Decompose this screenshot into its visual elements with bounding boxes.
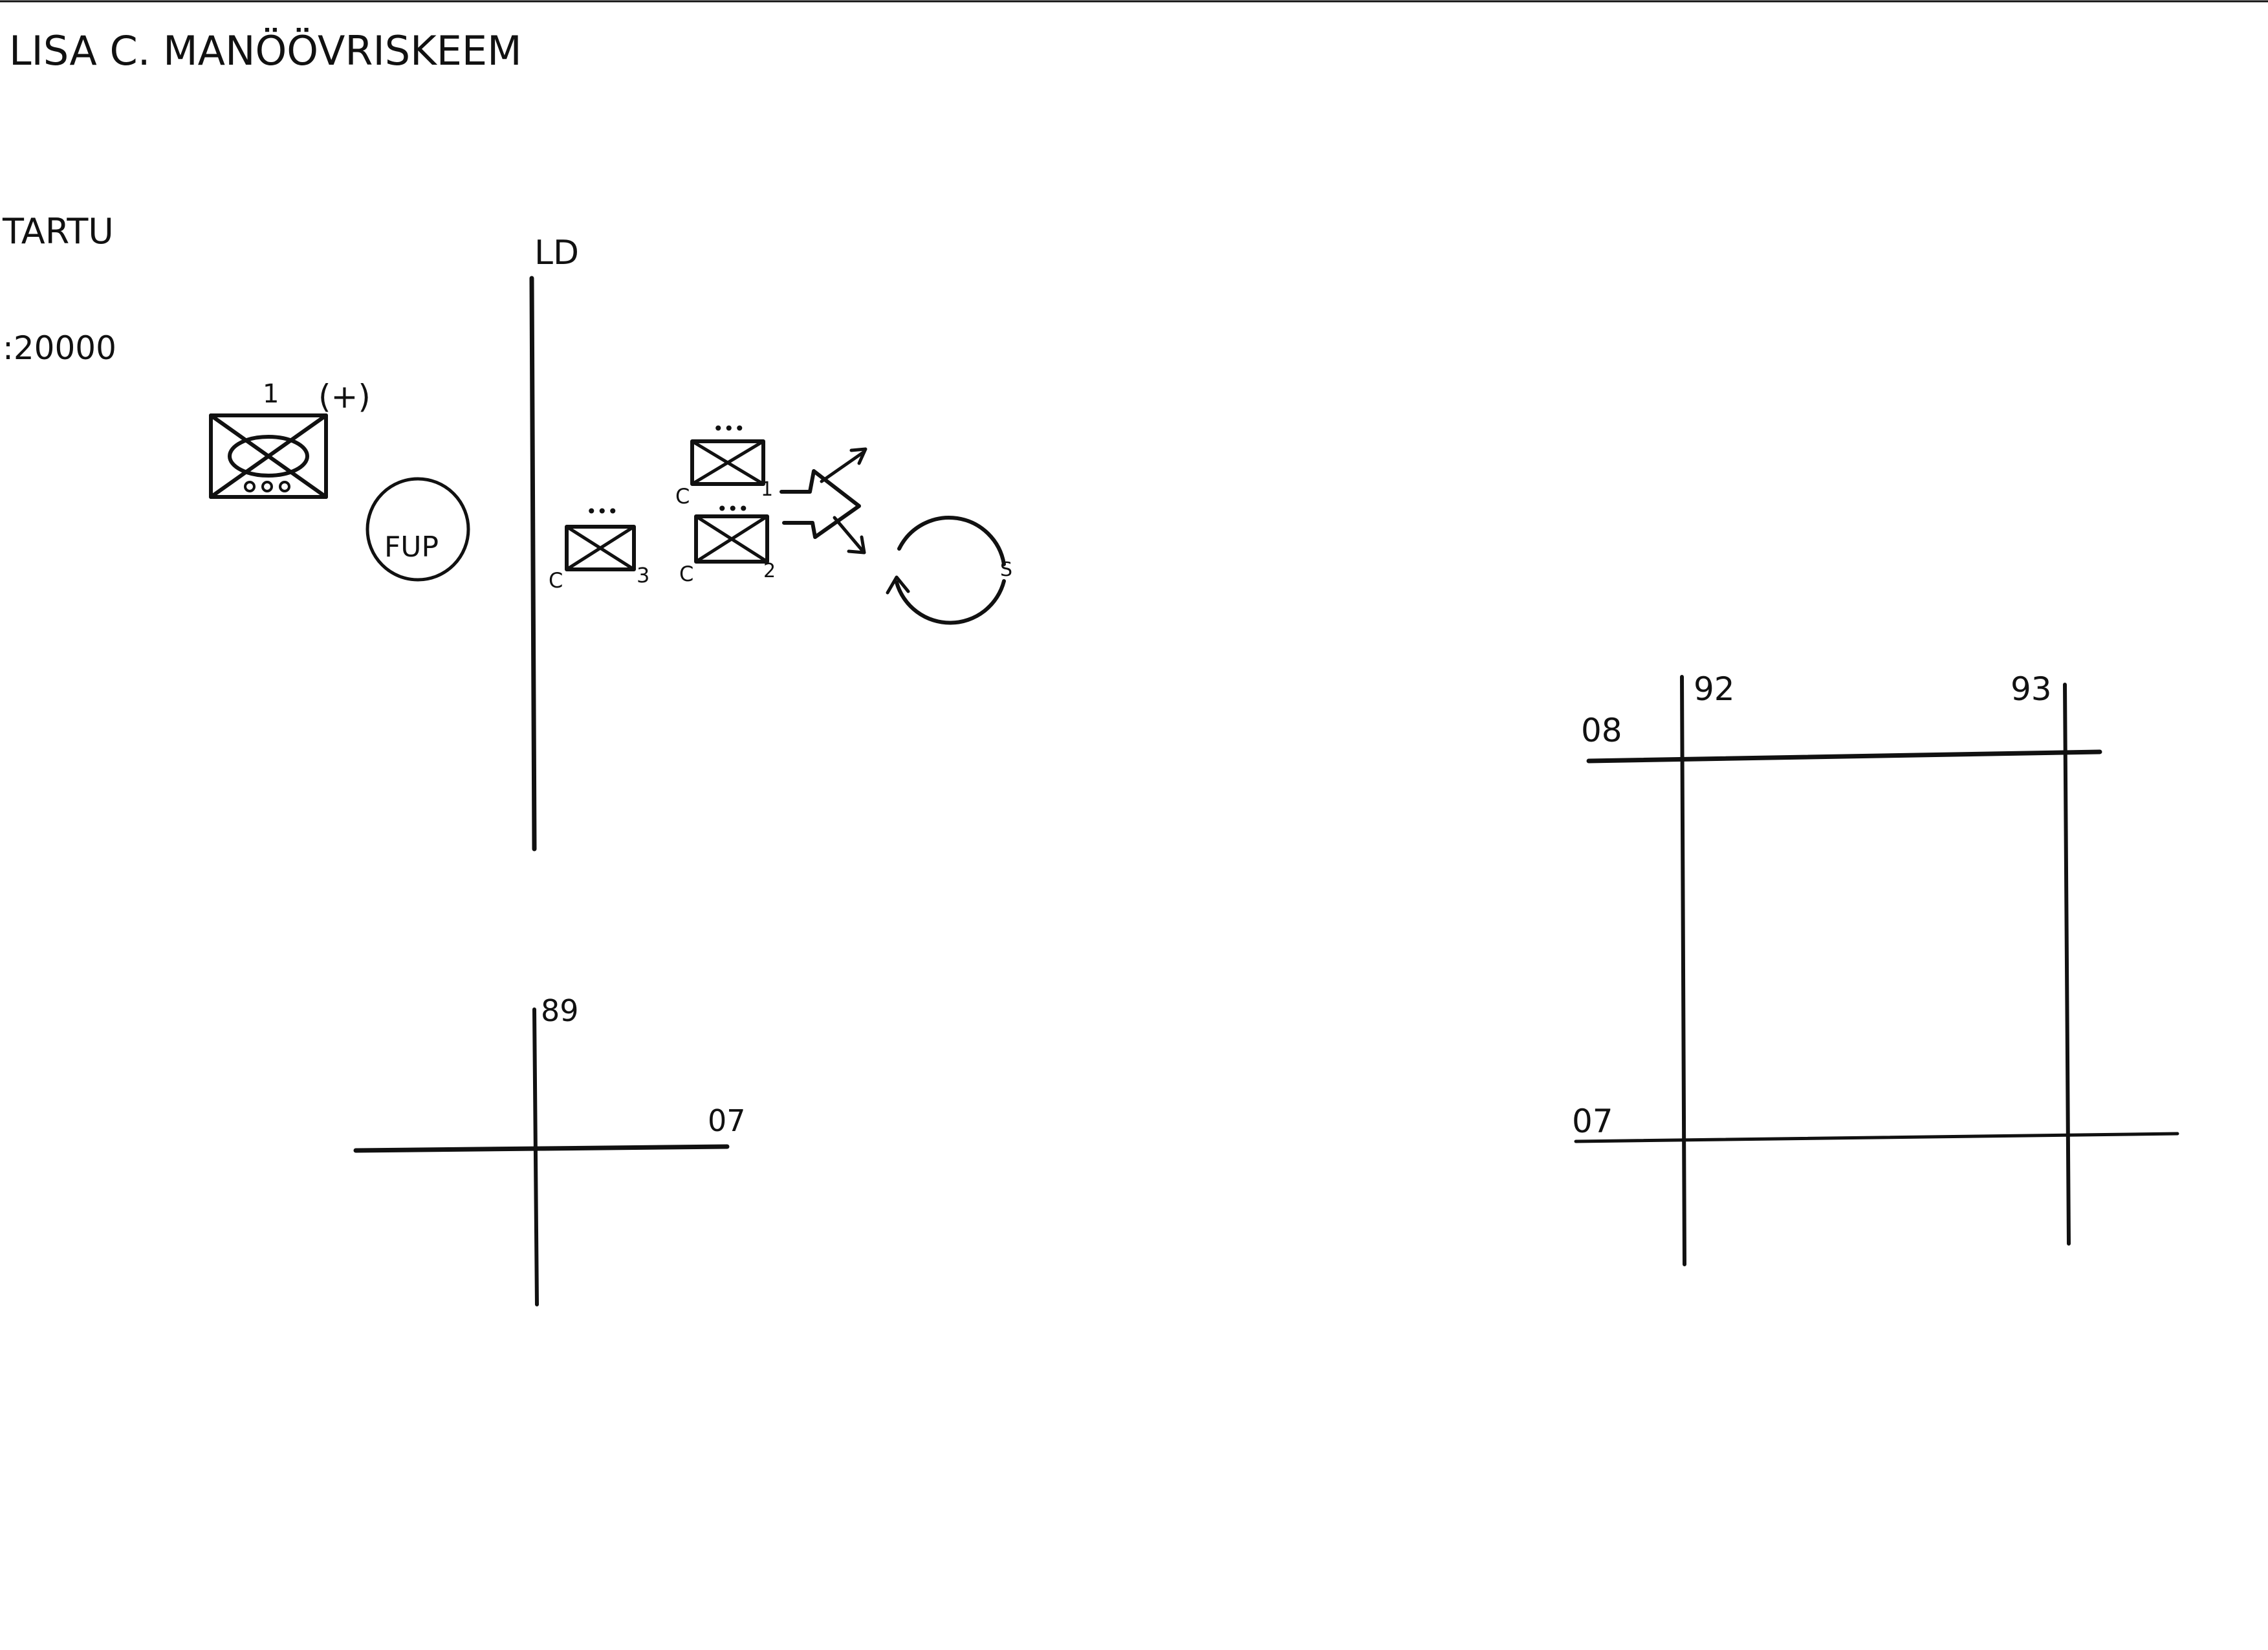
map-name: TARTU [2, 211, 114, 252]
map-scale: :20000 [3, 329, 116, 367]
company-c2-echelon: ••• [717, 498, 749, 520]
circular-arrow: S [886, 516, 1012, 625]
company-c2-symbol: ••• C 2 [679, 498, 776, 586]
grid-small-easting: 89 [541, 993, 579, 1028]
company-c1-echelon: ••• [713, 418, 745, 439]
company-c1-number: 1 [761, 478, 773, 501]
battalion-designation: 1 [263, 379, 279, 409]
company-c1-letter: C [675, 484, 690, 509]
company-c2-letter: C [679, 562, 693, 586]
company-c3-symbol: ••• C 3 [549, 501, 649, 593]
ld-label: LD [534, 234, 579, 272]
company-c3-echelon: ••• [586, 501, 618, 522]
battalion-reinforced-mark: (+) [318, 378, 371, 415]
grid-large-northing-top: 08 [1581, 712, 1622, 749]
company-c3-number: 3 [637, 563, 649, 588]
company-c1-symbol: ••• C 1 [675, 418, 773, 509]
battalion-symbol: 1 (+) [209, 378, 371, 499]
sheet-title: LISA C. MANÖÖVRISKEEM [9, 27, 522, 74]
fup-symbol: FUP [365, 477, 470, 582]
grid-large-easting-right: 93 [2011, 670, 2052, 708]
grid-square-large: 92 93 08 07 [1572, 670, 2179, 1266]
line-of-departure: LD [529, 234, 579, 852]
grid-cross-small: 89 07 [353, 993, 746, 1306]
grid-large-northing-bottom: 07 [1572, 1103, 1613, 1140]
grid-small-northing: 07 [708, 1103, 746, 1138]
maneuver-arrow [780, 447, 867, 555]
circular-arrow-label: S [1000, 558, 1012, 581]
company-c3-letter: C [549, 568, 563, 593]
company-c2-number: 2 [763, 560, 776, 582]
fup-label: FUP [384, 531, 439, 564]
grid-large-easting-left: 92 [1694, 670, 1735, 708]
